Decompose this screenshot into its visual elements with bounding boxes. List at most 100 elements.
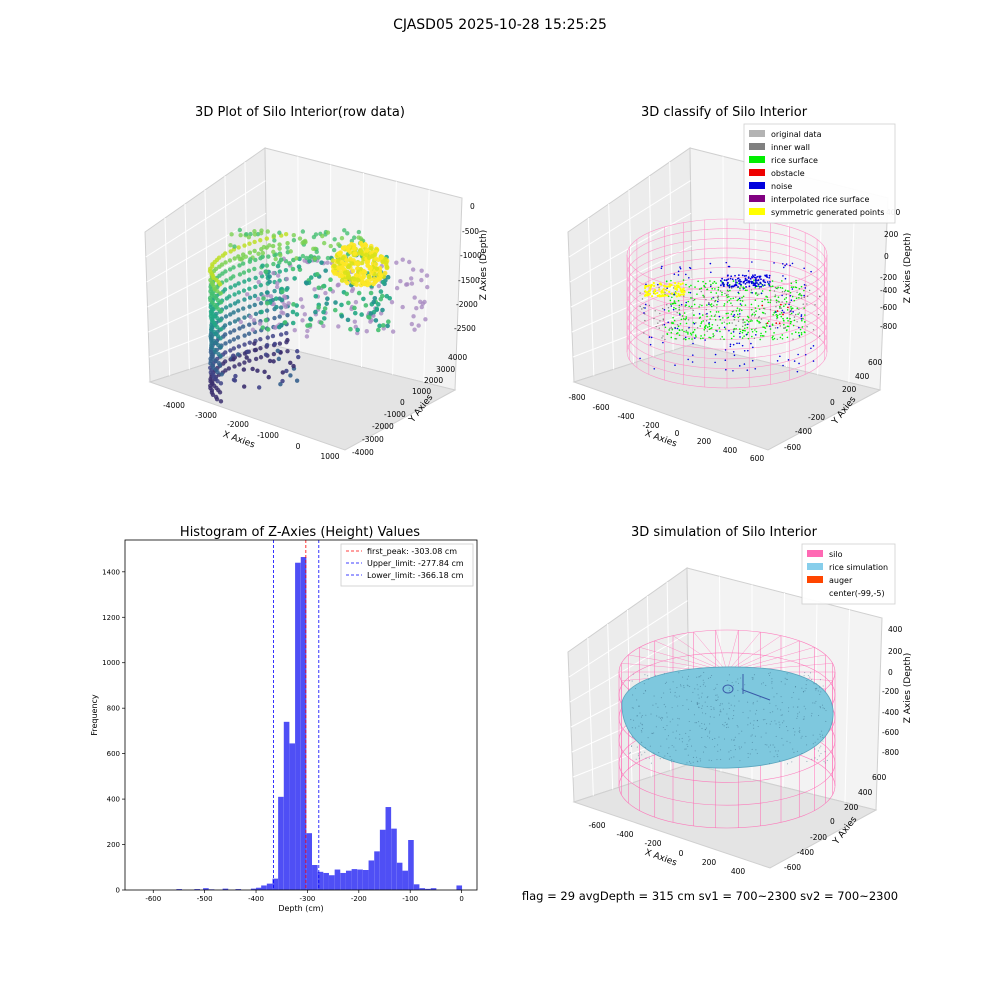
data-point	[282, 302, 287, 307]
rice-surface-point	[728, 299, 731, 302]
rice-mesh-point	[659, 758, 661, 760]
noise-point	[724, 359, 727, 361]
data-point	[362, 242, 368, 247]
rice-surface-point	[786, 309, 789, 311]
data-point	[244, 355, 249, 360]
rice-surface-point	[736, 313, 739, 316]
noise-point	[734, 278, 737, 281]
rice-mesh-point	[789, 742, 791, 744]
noise-point	[684, 336, 687, 339]
rice-surface-point	[700, 322, 702, 325]
rice-surface-point	[673, 300, 676, 302]
rice-mesh-point	[699, 676, 701, 678]
data-point	[233, 373, 238, 379]
data-point	[265, 229, 270, 234]
symmetric-point	[658, 288, 661, 291]
simulation-z-label: Z Axies (Depth)	[903, 653, 913, 724]
rice-mesh-point	[825, 710, 827, 712]
simulation-x-tick: 400	[731, 867, 746, 876]
rice-surface-point	[684, 318, 687, 321]
rice-mesh-point	[786, 673, 788, 675]
rice-mesh-point	[655, 726, 657, 728]
noise-point	[737, 274, 740, 277]
noise-point	[792, 311, 794, 313]
rice-surface-point	[730, 332, 733, 335]
rice-surface-point	[727, 312, 729, 315]
data-point	[255, 368, 260, 373]
histogram-bar	[419, 888, 426, 890]
rice-surface-point	[788, 290, 790, 292]
data-point	[368, 290, 374, 296]
rice-surface-point	[673, 319, 676, 322]
rice-mesh-point	[709, 716, 711, 718]
rice-surface-point	[687, 331, 689, 334]
data-point	[378, 273, 384, 278]
rice-mesh-point	[802, 691, 804, 693]
rice-mesh-point	[678, 695, 680, 697]
rice-mesh-point	[699, 758, 701, 760]
rice-mesh-point	[682, 676, 684, 678]
symmetric-point	[667, 285, 670, 288]
symmetric-point	[674, 287, 677, 290]
noise-point	[745, 274, 747, 277]
rice-mesh-point	[686, 678, 688, 680]
simulation-y-tick: -600	[784, 863, 801, 872]
rice-mesh-point	[799, 731, 801, 733]
data-point	[232, 283, 238, 288]
data-point	[237, 227, 243, 233]
classify-y-tick: 600	[868, 358, 883, 367]
inner-wall-point	[675, 338, 678, 340]
silo-spoke	[726, 635, 782, 673]
noise-point	[746, 323, 749, 326]
rice-surface-point	[709, 280, 711, 282]
noise-point	[738, 279, 741, 281]
legend-swatch	[807, 550, 823, 557]
rice-mesh-point	[653, 732, 655, 734]
noise-point	[729, 343, 732, 346]
rice-surface-point	[675, 307, 677, 310]
rice-mesh-point	[726, 713, 728, 715]
rice-mesh-point	[678, 738, 681, 740]
rice-surface-point	[781, 287, 784, 289]
inner-wall-point	[723, 321, 726, 323]
rice-mesh-point	[769, 744, 771, 746]
data-point	[300, 304, 305, 310]
rice-mesh-point	[738, 733, 740, 735]
rice-mesh-point	[781, 702, 783, 704]
rice-mesh-point	[735, 681, 737, 683]
symmetric-point	[650, 285, 653, 288]
data-point	[361, 296, 366, 302]
raw-panel-title: 3D Plot of Silo Interior(row data)	[195, 105, 405, 120]
rice-mesh-point	[638, 725, 640, 727]
inner-wall-point	[796, 291, 798, 294]
rice-mesh-point	[718, 714, 721, 716]
data-point	[215, 378, 220, 384]
rice-surface-point	[728, 322, 731, 324]
rice-surface-point	[792, 286, 795, 288]
noise-point	[757, 283, 760, 286]
silo-spoke	[715, 630, 728, 673]
rice-surface-point	[717, 289, 720, 291]
noise-point	[749, 277, 752, 280]
rice-mesh-point	[731, 739, 733, 741]
rice-mesh-point	[791, 761, 793, 763]
data-point	[246, 277, 252, 282]
rice-mesh-point	[751, 677, 753, 679]
rice-surface-point	[769, 328, 772, 330]
data-point	[355, 327, 360, 333]
rice-surface-point	[673, 306, 675, 309]
inner-wall-point	[716, 307, 718, 309]
data-point	[278, 257, 284, 263]
data-point	[423, 317, 428, 322]
data-point	[369, 270, 374, 275]
rice-surface-point	[742, 286, 745, 288]
data-point	[373, 261, 379, 267]
rice-surface-point	[751, 328, 753, 331]
rice-mesh-point	[787, 710, 790, 712]
rice-surface-point	[747, 321, 750, 323]
rice-mesh-point	[775, 750, 777, 752]
inner-wall-point	[808, 289, 811, 292]
noise-point	[674, 364, 676, 367]
noise-point	[748, 285, 751, 288]
raw-x-tick: -1000	[257, 431, 279, 440]
